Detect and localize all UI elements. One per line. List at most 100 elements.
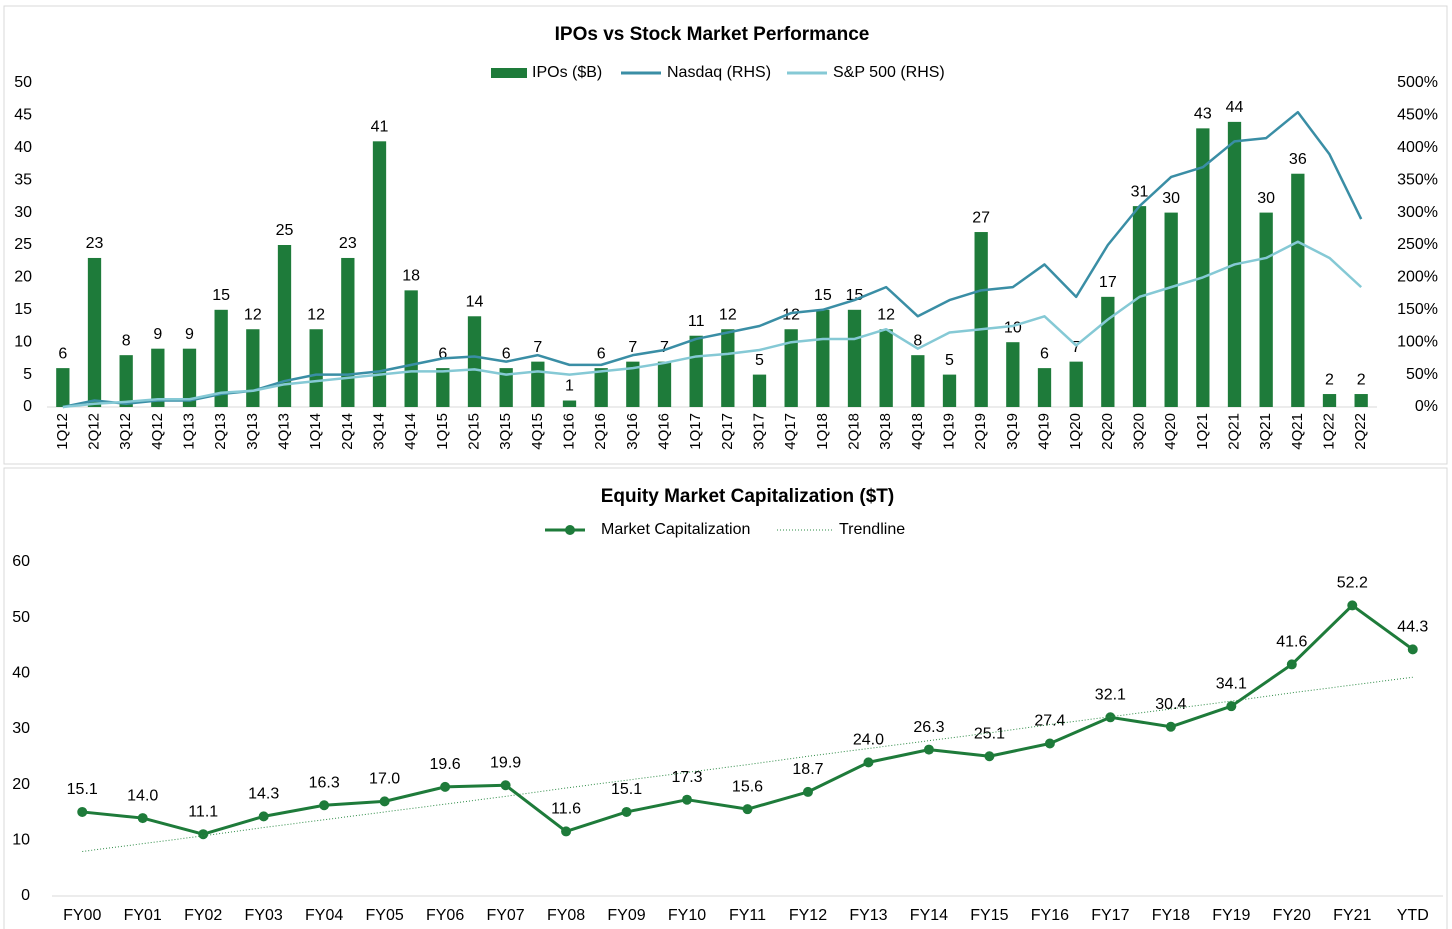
marker xyxy=(1347,600,1358,611)
bar xyxy=(626,361,640,407)
x-tick-label: FY02 xyxy=(184,907,222,924)
marker xyxy=(379,796,390,807)
bar xyxy=(1291,173,1305,407)
bar xyxy=(911,355,925,407)
marker xyxy=(1286,659,1297,670)
y-tick-label: 20 xyxy=(14,269,32,286)
bar xyxy=(1132,206,1147,407)
x-tick-label: FY09 xyxy=(607,907,645,924)
y-tick-label: 5 xyxy=(23,366,32,383)
data-label: 17 xyxy=(1099,274,1117,291)
line xyxy=(82,603,1414,836)
marker xyxy=(258,811,269,822)
x-tick-label: 4Q12 xyxy=(149,413,166,450)
data-label: 5 xyxy=(945,352,954,369)
bar xyxy=(816,309,830,407)
marker xyxy=(1226,701,1237,712)
x-tick-label: 1Q13 xyxy=(180,413,197,450)
bar xyxy=(974,232,988,407)
bar xyxy=(309,329,323,407)
x-tick-label: FY03 xyxy=(245,907,283,924)
x-tick-label: 2Q14 xyxy=(339,413,356,450)
bar xyxy=(562,400,577,407)
marker xyxy=(77,806,88,817)
bar xyxy=(1006,342,1020,407)
data-label: 2 xyxy=(1357,371,1366,388)
y-tick-label: 45 xyxy=(14,107,32,124)
data-label: 19.9 xyxy=(490,754,521,771)
x-tick-label: FY17 xyxy=(1091,907,1129,924)
bar xyxy=(372,141,387,407)
x-tick-label: 1Q16 xyxy=(560,413,577,450)
x-tick-label: 2Q18 xyxy=(845,413,862,450)
x-tick-label: 2Q20 xyxy=(1099,413,1116,450)
data-label: 17.3 xyxy=(671,769,702,786)
x-tick-label: 4Q17 xyxy=(782,413,799,450)
x-tick-label: 3Q14 xyxy=(370,413,387,450)
x-tick-label: 2Q17 xyxy=(719,413,736,450)
y-tick-label: 25 xyxy=(14,236,32,253)
x-tick-label: 4Q15 xyxy=(529,413,546,450)
data-label: 19.6 xyxy=(430,756,461,773)
x-tick-label: 2Q22 xyxy=(1352,413,1369,450)
data-label: 14.3 xyxy=(248,786,279,803)
x-tick-label: 2Q21 xyxy=(1225,413,1242,450)
x-tick-label: 3Q13 xyxy=(244,413,261,450)
data-label: 30 xyxy=(1257,190,1275,207)
x-tick-label: 2Q16 xyxy=(592,413,609,450)
x-tick-label: 2Q12 xyxy=(85,413,102,450)
y2-tick-label: 150% xyxy=(1397,301,1438,318)
data-label: 10 xyxy=(1004,319,1022,336)
x-tick-label: 1Q12 xyxy=(54,413,71,450)
x-tick-label: 4Q13 xyxy=(275,413,292,450)
marker xyxy=(1407,644,1418,655)
data-label: 7 xyxy=(628,339,637,356)
x-tick-label: 1Q20 xyxy=(1067,413,1084,450)
marker xyxy=(440,781,451,792)
y2-tick-label: 500% xyxy=(1397,74,1438,91)
bar xyxy=(1164,212,1178,407)
x-tick-label: FY06 xyxy=(426,907,464,924)
marker xyxy=(984,751,995,762)
x-tick-label: FY10 xyxy=(668,907,706,924)
marker xyxy=(621,806,632,817)
y-tick-label: 15 xyxy=(14,301,32,318)
x-tick-label: FY00 xyxy=(63,907,101,924)
data-label: 17.0 xyxy=(369,771,400,788)
x-tick-label: 1Q22 xyxy=(1320,413,1337,450)
chart-title: IPOs vs Stock Market Performance xyxy=(555,24,870,45)
data-label: 7 xyxy=(533,339,542,356)
x-tick-label: FY01 xyxy=(124,907,162,924)
marker xyxy=(561,826,572,837)
legend-label: Market Capitalization xyxy=(601,521,750,538)
data-label: 30 xyxy=(1162,190,1180,207)
data-label: 7 xyxy=(660,339,669,356)
data-label: 23 xyxy=(339,235,357,252)
data-label: 34.1 xyxy=(1216,675,1247,692)
data-label: 9 xyxy=(153,326,162,343)
x-tick-label: 1Q14 xyxy=(307,413,324,450)
bar xyxy=(277,245,292,407)
x-tick-label: 3Q15 xyxy=(497,413,514,450)
y-tick-label: 50 xyxy=(14,74,32,91)
x-tick-label: 4Q21 xyxy=(1289,413,1306,450)
data-label: 44.3 xyxy=(1397,619,1428,636)
x-tick-label: FY16 xyxy=(1031,907,1069,924)
chart-frame xyxy=(3,5,1448,465)
y-tick-label: 10 xyxy=(14,333,32,350)
data-label: 1 xyxy=(565,378,574,395)
legend-marker xyxy=(565,525,575,535)
bar xyxy=(151,348,165,407)
data-label: 26.3 xyxy=(913,719,944,736)
legend-label: Trendline xyxy=(839,521,905,538)
marker xyxy=(1105,712,1116,723)
data-label: 27.4 xyxy=(1034,713,1065,730)
y-tick-label: 30 xyxy=(12,720,30,737)
bar xyxy=(404,290,418,407)
bar xyxy=(1259,212,1273,407)
y2-tick-label: 400% xyxy=(1397,139,1438,156)
bar xyxy=(531,361,545,407)
x-tick-label: 1Q21 xyxy=(1194,413,1211,450)
bar xyxy=(1037,368,1052,407)
data-label: 15.1 xyxy=(67,781,98,798)
